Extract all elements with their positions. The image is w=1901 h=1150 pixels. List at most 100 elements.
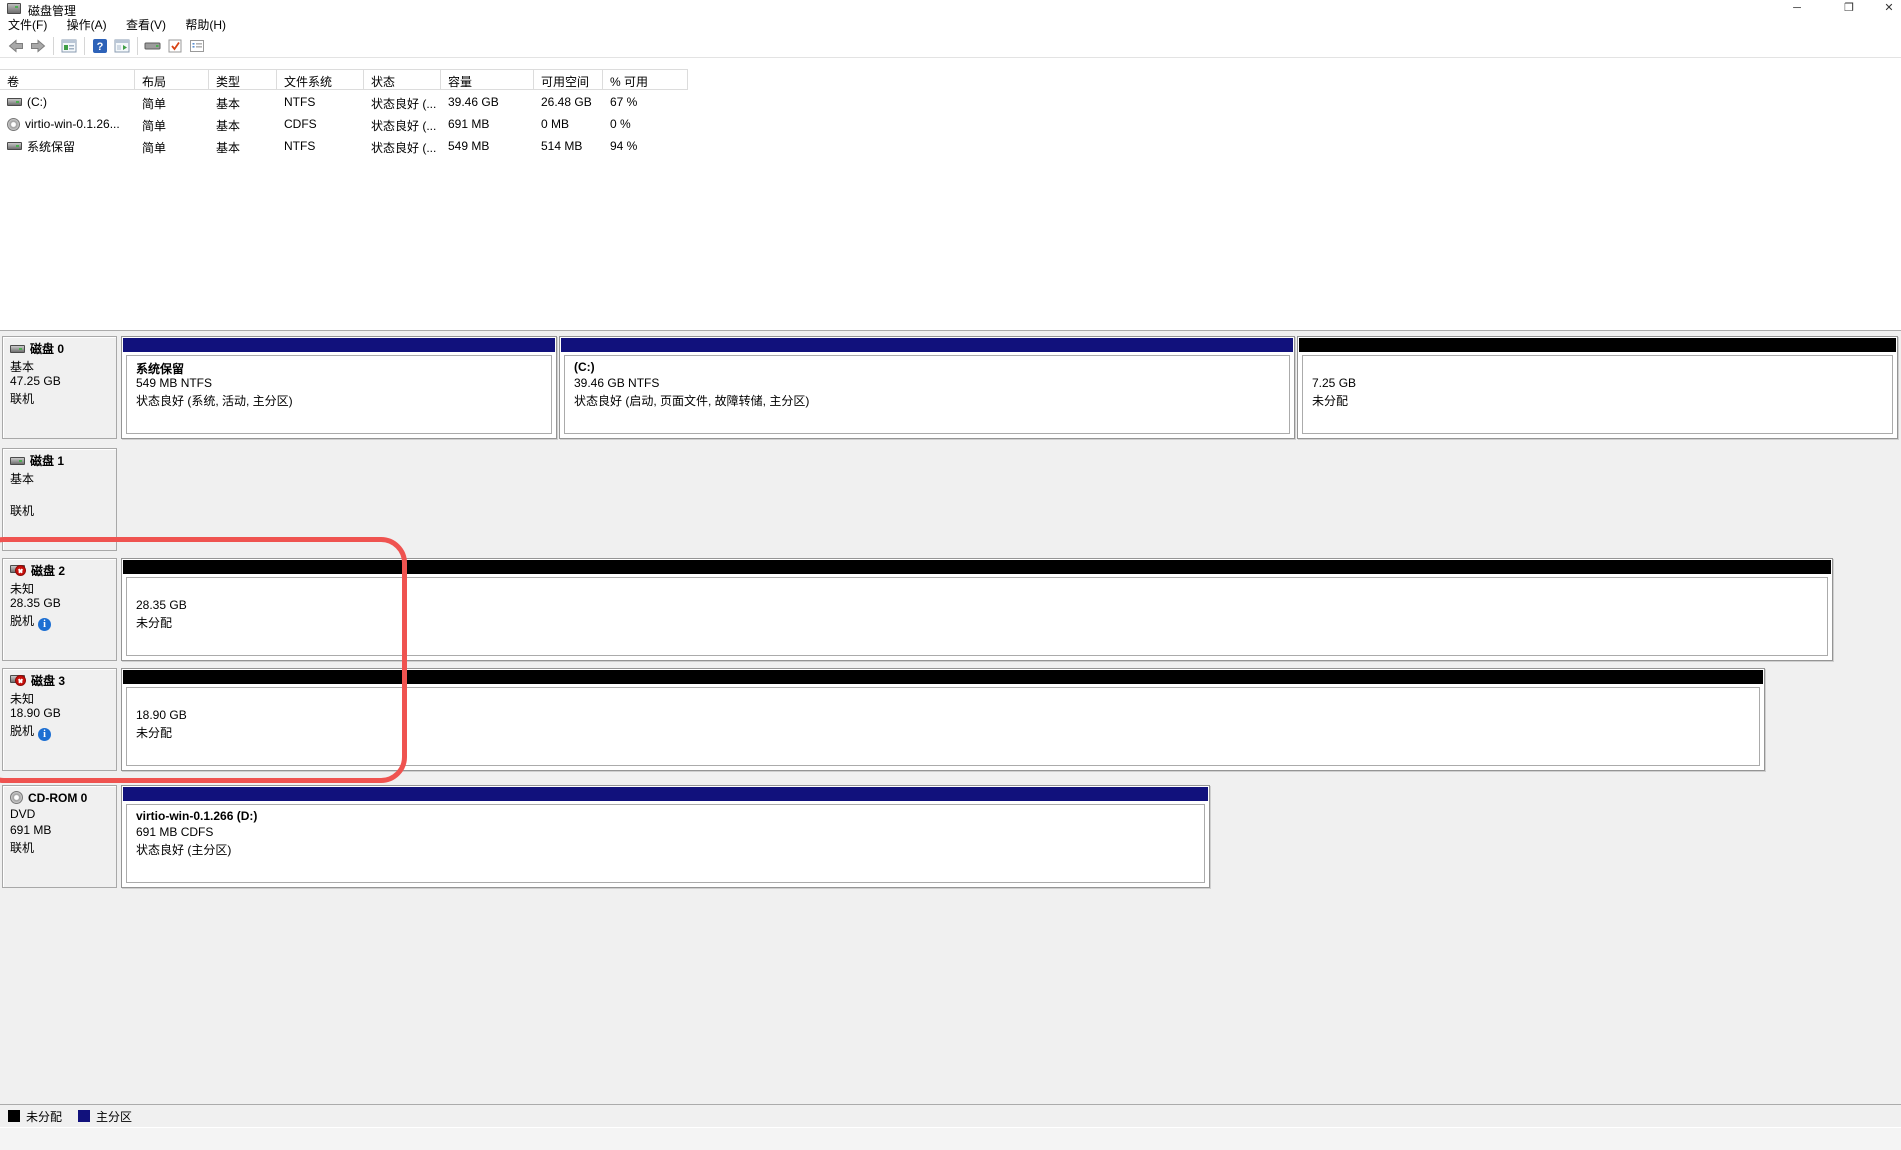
- disk-icon: [10, 456, 25, 465]
- column-header-filesystem[interactable]: 文件系统: [277, 69, 364, 90]
- column-header-layout[interactable]: 布局: [135, 69, 209, 90]
- console-tree-icon: [61, 39, 77, 52]
- unallocated-bar: [1299, 338, 1896, 352]
- disk-icon: [10, 344, 25, 353]
- details-list-button[interactable]: [186, 36, 208, 56]
- partition-size: 7.25 GB: [1312, 376, 1357, 390]
- cd-icon: [10, 791, 23, 804]
- action-pane-button[interactable]: [111, 36, 133, 56]
- menu-view[interactable]: 查看(V): [126, 18, 167, 32]
- column-header-capacity[interactable]: 容量: [441, 69, 534, 90]
- volume-capacity: 549 MB: [448, 139, 490, 153]
- back-icon: [8, 38, 23, 53]
- legend-unallocated-swatch: [8, 1110, 20, 1122]
- menu-file[interactable]: 文件(F): [8, 18, 48, 32]
- partition-name: (C:): [574, 360, 595, 374]
- toolbar: ?: [0, 34, 1901, 58]
- unallocated-segment-disk3[interactable]: 18.90 GB 未分配: [121, 668, 1765, 771]
- task-check-button[interactable]: [164, 36, 186, 56]
- volume-fs: NTFS: [284, 95, 316, 109]
- disk0-label-panel[interactable]: 磁盘 0 基本 47.25 GB 联机: [2, 336, 117, 439]
- volume-name: virtio-win-0.1.26...: [25, 117, 120, 131]
- forward-button[interactable]: [27, 36, 49, 56]
- column-header-free-space[interactable]: 可用空间: [534, 69, 603, 90]
- disk-size: 47.25 GB: [10, 374, 61, 388]
- menu-action[interactable]: 操作(A): [66, 18, 107, 32]
- volume-pct-free: 67 %: [610, 95, 638, 109]
- menu-help[interactable]: 帮助(H): [185, 18, 227, 32]
- volume-type: 基本: [216, 141, 241, 155]
- partition-name: virtio-win-0.1.266 (D:): [136, 809, 258, 823]
- disk-type: 未知: [10, 692, 35, 706]
- disk-type: 基本: [10, 472, 35, 486]
- partition-size: 691 MB CDFS: [136, 825, 214, 839]
- forward-icon: [31, 38, 46, 53]
- legend-primary-swatch: [78, 1110, 91, 1122]
- drive-properties-icon: [144, 42, 161, 49]
- disk3-label-panel[interactable]: 磁盘 3 未知 18.90 GB 脱机 i: [2, 668, 117, 771]
- toolbar-separator: [84, 36, 85, 55]
- disk-row-1: 磁盘 1 基本 联机: [0, 448, 1901, 551]
- volume-free: 514 MB: [541, 139, 583, 153]
- disk-name: 磁盘 3: [31, 674, 66, 688]
- disk-row-2: 磁盘 2 未知 28.35 GB 脱机 i 28.35 GB 未分配: [0, 558, 1901, 661]
- partition-size: 39.46 GB NTFS: [574, 376, 660, 390]
- partition-segment-dvd[interactable]: virtio-win-0.1.266 (D:) 691 MB CDFS 状态良好…: [121, 785, 1210, 888]
- partition-segment-system-reserved[interactable]: 系统保留 549 MB NTFS 状态良好 (系统, 活动, 主分区): [121, 336, 557, 439]
- disk-status: 联机: [10, 392, 35, 406]
- primary-partition-bar: [123, 787, 1208, 801]
- unallocated-segment-disk0[interactable]: 7.25 GB 未分配: [1297, 336, 1898, 439]
- help-button[interactable]: ?: [89, 36, 111, 56]
- back-button[interactable]: [5, 36, 27, 56]
- window-title: 磁盘管理: [28, 4, 77, 18]
- volume-table-header: 卷 布局 类型 文件系统 状态 容量 可用空间 % 可用: [0, 69, 688, 90]
- volume-layout: 简单: [142, 97, 167, 111]
- offline-badge-icon: [15, 564, 26, 576]
- cd-icon: [7, 117, 20, 131]
- table-row[interactable]: 系统保留 简单 基本 NTFS 状态良好 (... 549 MB 514 MB …: [0, 135, 688, 157]
- disk-name: 磁盘 0: [30, 342, 65, 356]
- toolbar-separator: [53, 36, 54, 55]
- restore-button[interactable]: ❐: [1844, 2, 1854, 14]
- info-icon[interactable]: i: [38, 618, 52, 631]
- disk-name: 磁盘 1: [30, 454, 65, 468]
- titlebar: 磁盘管理 ─ ❐ ✕: [0, 0, 1901, 18]
- volume-fs: CDFS: [284, 117, 317, 131]
- close-button[interactable]: ✕: [1884, 2, 1894, 14]
- disk-name: 磁盘 2: [31, 564, 66, 578]
- minimize-button[interactable]: ─: [1793, 2, 1801, 14]
- table-row[interactable]: virtio-win-0.1.26... 简单 基本 CDFS 状态良好 (..…: [0, 113, 688, 135]
- column-header-status[interactable]: 状态: [364, 69, 441, 90]
- disk-type: 基本: [10, 360, 35, 374]
- disk-type: DVD: [10, 807, 36, 821]
- cdrom0-label-panel[interactable]: CD-ROM 0 DVD 691 MB 联机: [2, 785, 117, 888]
- unallocated-bar: [123, 670, 1763, 684]
- disk-size: 28.35 GB: [10, 596, 61, 610]
- action-pane-icon: [114, 39, 130, 52]
- toolbar-separator: [137, 36, 138, 55]
- partition-status: 状态良好 (启动, 页面文件, 故障转储, 主分区): [574, 394, 810, 408]
- disk-size: 18.90 GB: [10, 706, 61, 720]
- console-tree-button[interactable]: [58, 36, 80, 56]
- column-header-volume[interactable]: 卷: [0, 69, 135, 90]
- legend-unallocated-label: 未分配: [26, 1109, 63, 1124]
- info-icon[interactable]: i: [38, 728, 52, 741]
- volume-pct-free: 0 %: [610, 117, 631, 131]
- disk-name: CD-ROM 0: [28, 790, 88, 805]
- table-row[interactable]: (C:) 简单 基本 NTFS 状态良好 (... 39.46 GB 26.48…: [0, 91, 688, 113]
- volume-type: 基本: [216, 119, 241, 133]
- disk1-label-panel[interactable]: 磁盘 1 基本 联机: [2, 448, 117, 551]
- partition-segment-c-drive[interactable]: (C:) 39.46 GB NTFS 状态良好 (启动, 页面文件, 故障转储,…: [559, 336, 1295, 439]
- disk2-label-panel[interactable]: 磁盘 2 未知 28.35 GB 脱机 i: [2, 558, 117, 661]
- column-header-type[interactable]: 类型: [209, 69, 277, 90]
- volume-layout: 简单: [142, 141, 167, 155]
- disk-status: 联机: [10, 841, 35, 855]
- volume-free: 0 MB: [541, 117, 570, 131]
- status-strip: [0, 1127, 1901, 1150]
- volume-capacity: 39.46 GB: [448, 95, 499, 109]
- unallocated-segment-disk2[interactable]: 28.35 GB 未分配: [121, 558, 1833, 661]
- disk-status: 脱机 i: [10, 612, 52, 631]
- column-header-pct-free[interactable]: % 可用: [603, 69, 688, 90]
- legend-bar: 未分配 主分区: [0, 1104, 1901, 1127]
- drive-properties-button[interactable]: [142, 36, 164, 56]
